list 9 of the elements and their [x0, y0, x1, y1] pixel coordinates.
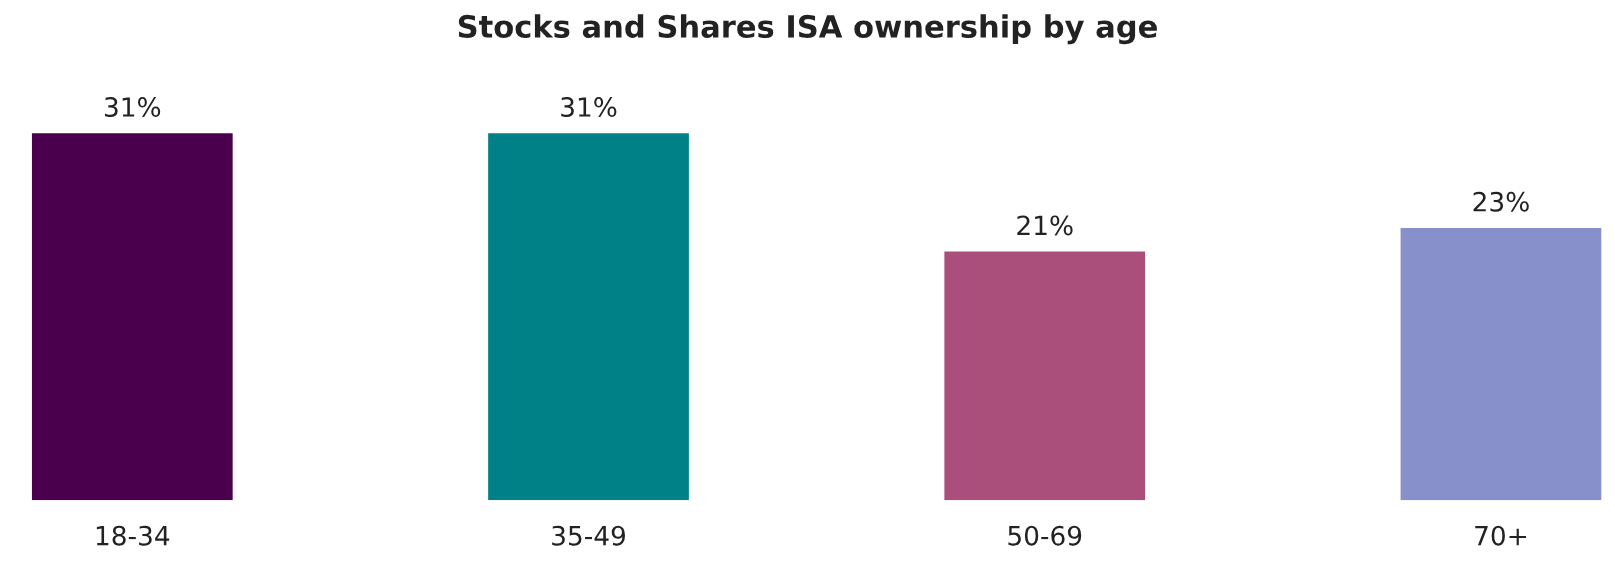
data-label: 31% [561, 97, 617, 117]
data-label: 21% [1017, 215, 1073, 236]
data-label: 23% [1473, 191, 1529, 212]
x-tick-label: 50-69 [1008, 525, 1082, 546]
x-tick-label: 35-49 [552, 525, 625, 546]
x-tick-label: 70+ [1475, 525, 1526, 546]
x-tick-label: 18-34 [96, 525, 170, 546]
data-label: 31% [104, 97, 161, 117]
chart-title: Stocks and Shares ISA ownership by age [458, 14, 1157, 45]
